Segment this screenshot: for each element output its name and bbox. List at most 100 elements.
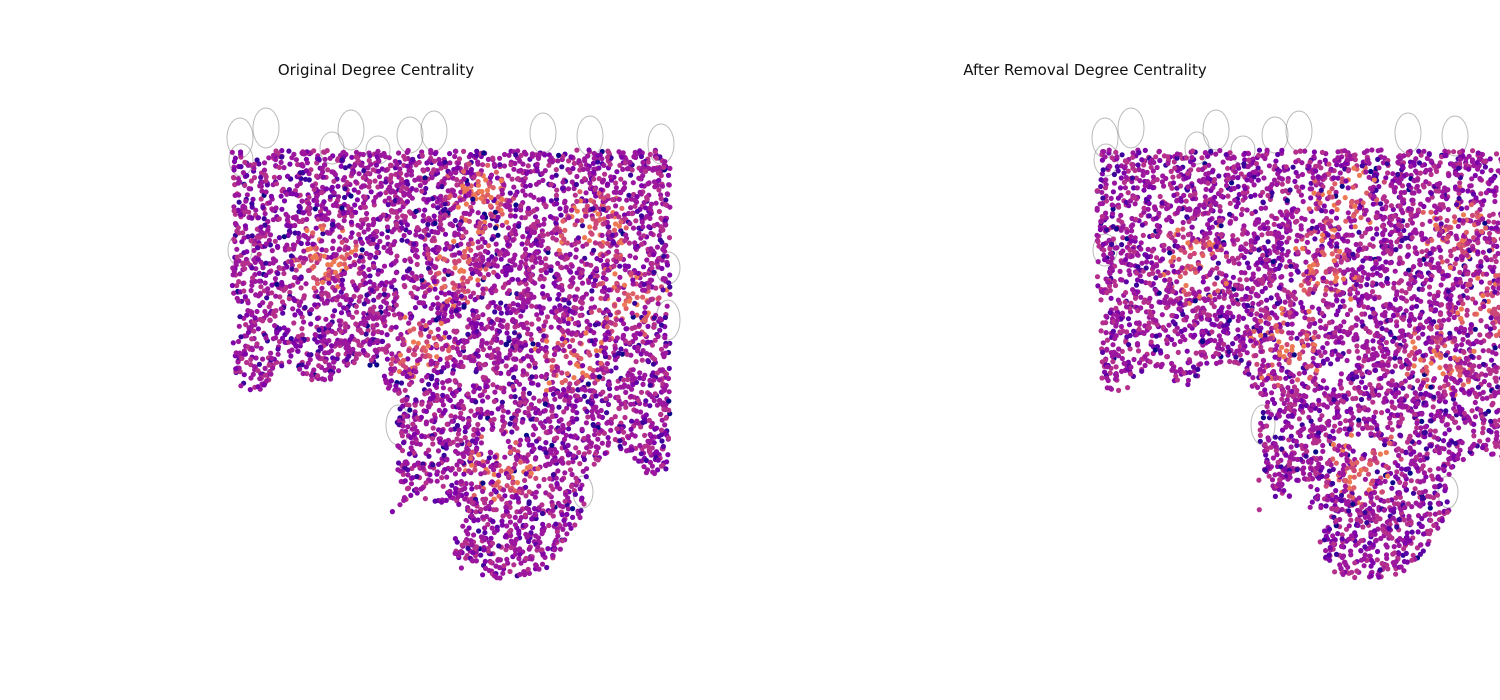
network-node — [389, 188, 396, 194]
network-node — [578, 332, 584, 339]
network-node — [455, 204, 461, 210]
network-node — [495, 360, 501, 366]
network-node — [270, 217, 276, 223]
network-node — [543, 450, 549, 456]
network-node — [449, 390, 456, 397]
network-node — [556, 284, 562, 290]
network-node — [614, 287, 621, 294]
network-node — [414, 225, 421, 231]
network-node — [615, 394, 621, 400]
network-node — [536, 326, 542, 332]
network-node — [267, 317, 273, 323]
network-node — [319, 285, 325, 291]
network-node — [570, 337, 576, 343]
network-node — [526, 363, 532, 369]
network-node — [418, 486, 424, 492]
network-node — [499, 324, 505, 330]
network-node — [483, 384, 489, 390]
network-node — [325, 293, 331, 299]
network-node — [509, 367, 515, 373]
network-node — [420, 318, 426, 324]
network-node — [550, 391, 557, 397]
network-node — [405, 356, 411, 362]
network-node — [234, 283, 240, 289]
network-node — [304, 216, 310, 222]
network-node — [649, 296, 656, 302]
network-node — [549, 442, 555, 448]
network-node — [249, 201, 255, 207]
network-node — [320, 174, 327, 180]
network-node — [383, 300, 390, 306]
network-node — [342, 261, 348, 267]
network-node — [404, 149, 410, 155]
network-node — [514, 408, 521, 414]
network-node — [642, 310, 648, 316]
network-node — [482, 558, 488, 565]
network-node — [314, 339, 320, 345]
network-node — [584, 325, 591, 331]
network-node — [258, 183, 264, 189]
network-node — [268, 193, 274, 199]
network-node — [421, 228, 427, 234]
network-node — [329, 222, 335, 228]
network-node — [275, 351, 281, 357]
panel-title-original: Original Degree Centrality — [277, 61, 475, 79]
network-node — [447, 221, 453, 227]
network-node — [531, 446, 537, 452]
network-node — [371, 220, 377, 226]
network-node — [499, 518, 505, 524]
network-node — [396, 390, 402, 396]
network-node — [667, 291, 673, 297]
network-node — [591, 282, 597, 289]
network-node — [549, 403, 555, 410]
network-node — [314, 192, 320, 198]
network-node — [514, 480, 521, 486]
network-node — [574, 353, 580, 359]
network-node — [319, 216, 325, 222]
network-node — [550, 513, 556, 519]
network-node — [401, 440, 407, 446]
network-node — [617, 443, 623, 449]
network-node — [353, 247, 359, 253]
network-node — [649, 372, 655, 378]
network-node — [402, 284, 408, 290]
network-node — [405, 181, 411, 187]
network-node — [529, 229, 535, 236]
network-node — [606, 381, 613, 388]
network-node — [467, 211, 473, 217]
network-node — [602, 319, 608, 325]
network-node — [253, 355, 259, 361]
network-node — [589, 231, 595, 237]
network-node — [570, 514, 576, 521]
network-node — [618, 401, 624, 407]
network-node — [517, 571, 523, 578]
network-node — [533, 562, 539, 568]
network-node — [547, 158, 553, 164]
network-node — [535, 535, 542, 541]
network-node — [379, 280, 385, 286]
network-node — [554, 529, 561, 535]
network-node — [475, 314, 481, 320]
network-node — [444, 298, 450, 304]
network-node — [485, 521, 491, 528]
network-node — [308, 167, 314, 173]
network-node — [588, 401, 595, 407]
network-node — [660, 227, 666, 233]
network-node — [559, 164, 565, 170]
network-node — [400, 370, 406, 377]
network-node — [626, 298, 632, 304]
network-node — [311, 148, 317, 154]
network-node — [498, 201, 504, 207]
network-node — [540, 337, 546, 343]
network-node — [572, 296, 578, 303]
network-node — [586, 279, 592, 285]
network-node — [525, 239, 531, 245]
network-node — [469, 270, 475, 276]
network-node — [548, 267, 554, 273]
network-node — [642, 205, 649, 211]
network-node — [347, 337, 353, 343]
network-node — [545, 249, 551, 255]
network-node — [480, 286, 486, 292]
network-node — [271, 308, 277, 314]
network-node — [632, 324, 638, 330]
